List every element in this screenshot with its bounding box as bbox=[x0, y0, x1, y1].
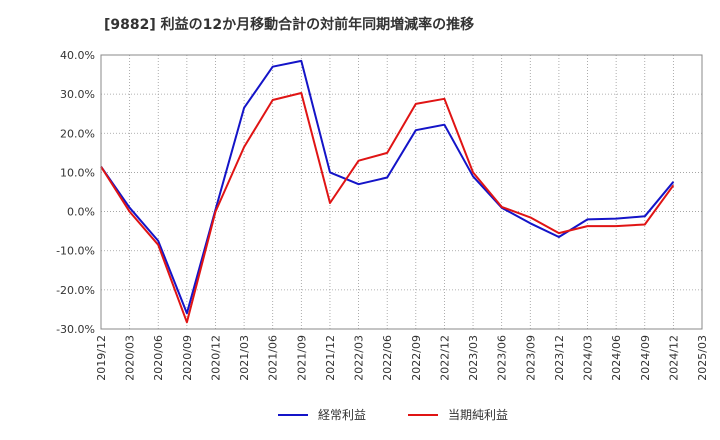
x-tick-label: 2023/09 bbox=[524, 335, 537, 381]
x-tick-label: 2022/12 bbox=[438, 335, 451, 381]
x-tick-label: 2024/03 bbox=[582, 335, 595, 381]
x-tick-label: 2021/03 bbox=[238, 335, 251, 381]
y-tick-label: 20.0% bbox=[60, 127, 95, 140]
plot-border bbox=[100, 54, 703, 330]
x-tick-label: 2021/09 bbox=[295, 335, 308, 381]
y-tick-label: 10.0% bbox=[60, 166, 95, 179]
y-tick-label: -30.0% bbox=[56, 323, 95, 336]
x-tick-label: 2023/06 bbox=[496, 335, 509, 381]
y-tick-label: -20.0% bbox=[56, 284, 95, 297]
series-lines bbox=[100, 59, 675, 324]
x-tick-label: 2024/06 bbox=[610, 335, 623, 381]
x-tick-label: 2022/06 bbox=[381, 335, 394, 381]
legend-label-2: 当期純利益 bbox=[448, 408, 508, 422]
x-tick-label: 2020/06 bbox=[152, 335, 165, 381]
y-tick-label: 40.0% bbox=[60, 49, 95, 62]
x-tick-label: 2024/12 bbox=[667, 335, 680, 381]
y-tick-label: -10.0% bbox=[56, 245, 95, 258]
x-tick-label: 2023/03 bbox=[467, 335, 480, 381]
y-tick-label: 30.0% bbox=[60, 88, 95, 101]
series-line-2 bbox=[100, 92, 675, 324]
y-axis-ticks: 40.0% 30.0% 20.0% 10.0% 0.0% -10.0% -20.0% -30.… bbox=[56, 49, 95, 336]
x-tick-label: 2020/03 bbox=[124, 335, 137, 381]
grid bbox=[101, 54, 702, 330]
chart-title: [9882] 利益の12か月移動合計の対前年同期増減率の推移 bbox=[104, 17, 475, 33]
x-tick-label: 2020/12 bbox=[209, 335, 222, 381]
series-line-1 bbox=[100, 59, 675, 315]
x-tick-label: 2023/12 bbox=[553, 335, 566, 381]
x-tick-label: 2021/06 bbox=[267, 335, 280, 381]
x-tick-label: 2019/12 bbox=[95, 335, 108, 381]
x-tick-label: 2022/09 bbox=[410, 335, 423, 381]
x-tick-label: 2021/12 bbox=[324, 335, 337, 381]
legend-label-1: 経常利益 bbox=[318, 408, 366, 422]
legend: 経常利益 当期純利益 bbox=[278, 408, 508, 422]
x-axis-ticks: 2019/12 2020/03 2020/06 2020/09 2020/12 2021/… bbox=[95, 335, 709, 381]
x-tick-label: 2022/03 bbox=[353, 335, 366, 381]
x-tick-label: 2024/09 bbox=[639, 335, 652, 381]
y-tick-label: 0.0% bbox=[67, 206, 95, 219]
x-tick-label: 2020/09 bbox=[181, 335, 194, 381]
x-tick-label: 2025/03 bbox=[696, 335, 709, 381]
